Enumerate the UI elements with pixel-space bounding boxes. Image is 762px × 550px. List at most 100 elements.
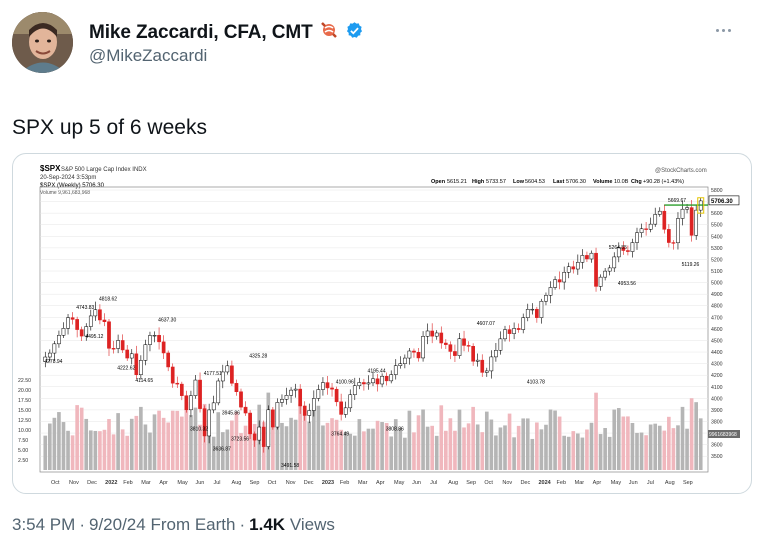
price-annotation: 4607.07 xyxy=(477,321,495,327)
author-handle[interactable]: @MikeZaccardi xyxy=(89,46,208,65)
volume-bar xyxy=(607,436,612,470)
volume-bar xyxy=(676,425,680,470)
candle-body xyxy=(343,407,348,415)
volume-bar xyxy=(648,424,653,470)
volume-bar xyxy=(184,402,189,470)
candle-body xyxy=(626,250,630,252)
tweet-time[interactable]: 3:54 PM xyxy=(12,515,76,534)
candle-body xyxy=(621,247,626,251)
chart-image[interactable]: $SPX S&P 500 Large Cap Index INDX 20-Sep… xyxy=(12,153,752,494)
volume-bar xyxy=(439,405,444,470)
candle-body xyxy=(516,328,521,330)
high-value: 5733.57 xyxy=(486,179,506,185)
volume-bar xyxy=(316,405,321,470)
candle-body xyxy=(352,385,357,396)
x-tick-label: Apr xyxy=(376,480,385,486)
volume-bar xyxy=(84,418,89,470)
volume-tick-label: 15.00 xyxy=(18,408,31,414)
candle-body xyxy=(566,266,571,273)
volume-bar xyxy=(516,425,521,470)
volume-bar xyxy=(234,411,239,470)
x-tick-label: Dec xyxy=(304,480,314,486)
volume-bar xyxy=(421,409,425,470)
candle-body xyxy=(357,382,362,386)
x-tick-label: Dec xyxy=(87,480,97,486)
volume-label: Volume xyxy=(593,179,612,185)
volume-tick-label: 10.00 xyxy=(18,428,31,434)
candle-body xyxy=(439,332,444,344)
candle-body xyxy=(507,329,512,334)
candle-body xyxy=(389,374,394,382)
x-tick-label: Jul xyxy=(430,480,437,486)
volume-bar xyxy=(180,416,184,470)
low-label: Low xyxy=(513,179,525,185)
candle-body xyxy=(239,391,243,408)
price-tick-label: 4500 xyxy=(711,338,723,344)
more-options-icon[interactable] xyxy=(716,24,740,36)
candle-body xyxy=(421,336,425,359)
candle-body xyxy=(489,356,494,372)
chart-date-line: 20-Sep-2024 3:53pm xyxy=(40,175,96,181)
volume-bar xyxy=(494,435,498,470)
tweet-date[interactable]: 9/20/24 xyxy=(88,515,146,534)
candle-body xyxy=(653,214,658,225)
volume-bar xyxy=(498,427,503,470)
candle-body xyxy=(484,370,489,373)
volume-bar xyxy=(321,425,325,470)
low-value: 5604.53 xyxy=(525,179,545,185)
price-tick-label: 4700 xyxy=(711,315,723,321)
chart-legend-main: $SPX (Weekly) 5706.30 xyxy=(40,183,105,189)
volume-bar xyxy=(48,423,52,470)
volume-bar xyxy=(107,419,111,470)
candle-body xyxy=(189,395,193,411)
volume-bar xyxy=(698,418,703,470)
candle-body xyxy=(220,371,225,382)
price-annotation: 4195.44 xyxy=(368,369,386,375)
last-label: Last xyxy=(553,179,564,185)
candle-body xyxy=(503,329,507,340)
volume-bar xyxy=(152,414,157,470)
price-tick-label: 3500 xyxy=(711,454,723,460)
candle-body xyxy=(170,366,175,384)
price-tick-label: 4800 xyxy=(711,304,723,310)
candle-body xyxy=(685,207,689,210)
volume-bar xyxy=(425,426,430,470)
volume-bar xyxy=(571,431,576,470)
volume-bar xyxy=(671,428,676,470)
candle-body xyxy=(375,378,380,385)
candle-body xyxy=(425,330,430,337)
volume-bar xyxy=(475,424,480,470)
volume-bar xyxy=(211,436,216,470)
volume-bar xyxy=(544,424,548,470)
candle-body xyxy=(680,208,685,219)
x-tick-label: Jun xyxy=(629,480,638,486)
volume-bar xyxy=(535,422,539,470)
candle-body xyxy=(535,308,539,318)
tweet-meta: 3:54 PM · 9/20/24 From Earth · 1.4K View… xyxy=(12,515,335,534)
candle-body xyxy=(412,350,416,353)
price-annotation: 4114.65 xyxy=(135,378,153,384)
price-annotation: 3810.32 xyxy=(190,426,208,432)
candle-body xyxy=(88,315,93,327)
volume-bar xyxy=(371,428,375,470)
candle-body xyxy=(384,375,389,382)
avatar[interactable] xyxy=(12,12,73,73)
x-tick-label: Nov xyxy=(69,480,79,486)
volume-bar xyxy=(412,432,416,470)
chg-value: +90.28 (+1.43%) xyxy=(643,179,684,185)
volume-bar xyxy=(639,432,644,470)
candle-body xyxy=(257,426,262,441)
author-name[interactable]: Mike Zaccardi, CFA, CMT xyxy=(89,21,313,43)
x-tick-label: Oct xyxy=(268,480,277,486)
volume-bar xyxy=(375,420,380,470)
volume-bar xyxy=(243,425,248,470)
last-candle-highlight xyxy=(697,197,705,214)
candle-body xyxy=(471,346,475,362)
candle-body xyxy=(134,353,139,375)
candle-body xyxy=(443,342,448,345)
volume-bar xyxy=(61,422,66,470)
volume-bar xyxy=(444,430,448,470)
price-tick-label: 5800 xyxy=(711,188,723,194)
candle-body xyxy=(694,209,699,236)
volume-bar xyxy=(616,408,621,470)
